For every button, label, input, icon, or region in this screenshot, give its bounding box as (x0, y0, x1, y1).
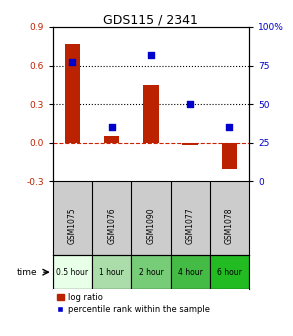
Point (70, 60, 75, 65)
Text: time: time (16, 268, 37, 277)
Point (109, 125, 114, 130)
Bar (210, 255, 249, 289)
Bar (64, 44, 80, 143)
Bar (222, 143, 237, 169)
Bar (182, 143, 198, 145)
Text: 0.5 hour: 0.5 hour (56, 268, 88, 277)
Bar (104, 136, 120, 143)
Bar (171, 255, 210, 289)
Text: 4 hour: 4 hour (178, 268, 202, 277)
Point (188, 101, 193, 107)
Text: GSM1090: GSM1090 (146, 208, 155, 244)
Bar (131, 255, 171, 289)
Text: 2 hour: 2 hour (139, 268, 163, 277)
Bar (143, 85, 159, 143)
Point (227, 125, 232, 130)
Text: GSM1077: GSM1077 (186, 208, 195, 244)
Point (149, 52, 153, 57)
Legend: log ratio, percentile rank within the sample: log ratio, percentile rank within the sa… (57, 293, 210, 313)
Bar (92, 255, 131, 289)
Text: 1 hour: 1 hour (99, 268, 124, 277)
Text: GSM1075: GSM1075 (68, 208, 77, 244)
Text: 6 hour: 6 hour (217, 268, 242, 277)
Text: GSM1078: GSM1078 (225, 208, 234, 244)
Bar (53, 255, 92, 289)
Title: GDS115 / 2341: GDS115 / 2341 (103, 14, 198, 27)
Text: GSM1076: GSM1076 (107, 208, 116, 244)
